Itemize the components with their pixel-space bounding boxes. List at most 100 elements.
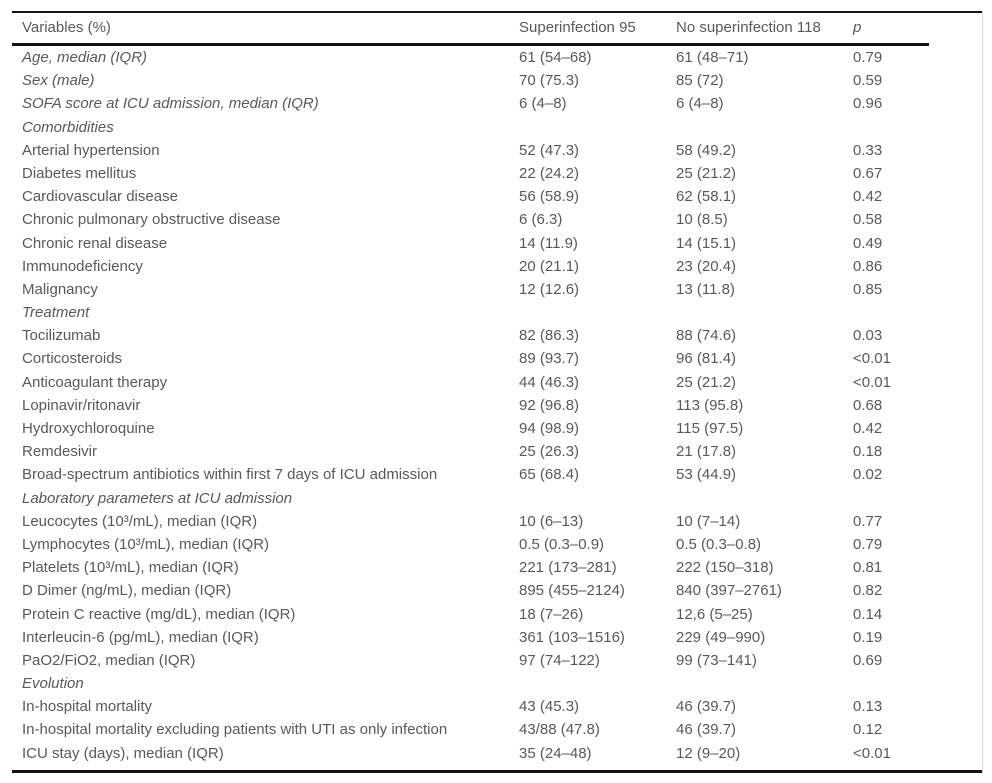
table-row: Interleucin-6 (pg/mL), median (IQR) 361 (… [12,626,982,649]
table-top-rule [12,11,982,13]
row-label: Treatment [22,304,90,322]
row-label: Leucocytes (10³/mL), median (IQR) [22,512,258,530]
table-row: SOFA score at ICU admission, median (IQR… [12,92,982,115]
no-superinfection-value: 23 (20.4) [676,257,737,275]
row-label: Tocilizumab [22,327,101,345]
table-row: Protein C reactive (mg/dL), median (IQR)… [12,603,982,626]
no-superinfection-value: 222 (150–318) [676,559,774,577]
row-label: Evolution [22,675,84,693]
table-row: Chronic renal disease 14 (11.9) 14 (15.1) 0… [12,232,982,255]
table-row: Tocilizumab 82 (86.3) 88 (74.6) 0.03 [12,324,982,347]
row-label: Laboratory parameters at ICU admission [22,489,293,507]
p-value: 0.79 [853,535,883,553]
row-label: Comorbidities [22,118,114,136]
no-superinfection-value: 25 (21.2) [676,164,737,182]
row-label: Immunodeficiency [22,257,143,275]
p-value: 0.69 [853,651,883,669]
no-superinfection-value [676,116,853,139]
table-row: Chronic pulmonary obstructive disease 6 (… [12,208,982,231]
p-value: 0.85 [853,280,883,298]
no-superinfection-value [676,487,853,510]
table-body: Age, median (IQR) 61 (54–68) 61 (48–71) 0.7… [12,46,982,765]
table-row: Remdesivir 25 (26.3) 21 (17.8) 0.18 [12,440,982,463]
no-superinfection-value: 10 (8.5) [676,211,728,229]
row-label: Broad-spectrum antibiotics within first … [22,466,438,484]
no-superinfection-value: 21 (17.8) [676,443,737,461]
row-label: SOFA score at ICU admission, median (IQR… [22,95,319,113]
no-superinfection-value: 88 (74.6) [676,327,737,345]
superinfection-value: 61 (54–68) [519,49,592,66]
no-superinfection-value: 12,6 (5–25) [676,605,753,623]
no-superinfection-value: 58 (49.2) [676,141,737,159]
p-value: 0.13 [853,698,883,716]
no-superinfection-value: 12 (9–20) [676,744,741,762]
p-value [853,672,982,695]
superinfection-value: 89 (93.7) [519,350,580,368]
p-value: 0.58 [853,211,883,229]
table-row: Leucocytes (10³/mL), median (IQR) 10 (6–1… [12,510,982,533]
row-label: Cardiovascular disease [22,188,178,206]
superinfection-value: 82 (86.3) [519,327,580,345]
column-header-p-value: p [853,19,862,36]
table-row: Corticosteroids 89 (93.7) 96 (81.4) <0.01 [12,347,982,370]
no-superinfection-value: 96 (81.4) [676,350,737,368]
p-value: 0.68 [853,396,883,414]
table-row: PaO2/FiO2, median (IQR) 97 (74–122) 99 (73… [12,649,982,672]
row-label: Malignancy [22,280,98,298]
no-superinfection-value [676,672,853,695]
superinfection-value: 44 (46.3) [519,373,580,391]
p-value: 0.18 [853,443,883,461]
p-value: 0.77 [853,512,883,530]
superinfection-value: 56 (58.9) [519,188,580,206]
no-superinfection-value: 0.5 (0.3–0.8) [676,535,762,553]
table-row: D Dimer (ng/mL), median (IQR) 895 (455–21… [12,579,982,602]
p-value: 0.12 [853,721,883,739]
figure-right-edge [982,11,983,773]
p-value: 0.19 [853,628,883,646]
column-header-no-superinfection: No superinfection 118 [676,19,821,36]
superinfection-value: 43/88 (47.8) [519,721,600,739]
p-value [853,487,982,510]
p-value: 0.82 [853,582,883,600]
table-row: Platelets (10³/mL), median (IQR) 221 (173… [12,556,982,579]
no-superinfection-value: 53 (44.9) [676,466,737,484]
no-superinfection-value: 46 (39.7) [676,721,737,739]
p-value: 0.67 [853,164,883,182]
table-row: Lymphocytes (10³/mL), median (IQR) 0.5 (0… [12,533,982,556]
row-label: Arterial hypertension [22,141,160,159]
superinfection-value: 20 (21.1) [519,257,580,275]
superinfection-value [519,487,676,510]
table-row: Arterial hypertension 52 (47.3) 58 (49.2) 0… [12,139,982,162]
superinfection-value: 25 (26.3) [519,443,580,461]
p-value: 0.96 [853,95,883,113]
table-row: Hydroxychloroquine 94 (98.9) 115 (97.5) 0.4… [12,417,982,440]
table-row: Lopinavir/ritonavir 92 (96.8) 113 (95.8) 0.… [12,394,982,417]
table-row: ICU stay (days), median (IQR) 35 (24–48) 1… [12,742,982,765]
superinfection-value: 52 (47.3) [519,141,580,159]
p-value: 0.03 [853,327,883,345]
no-superinfection-value: 61 (48–71) [676,49,749,66]
section-header-row: Treatment [12,301,982,324]
superinfection-value: 70 (75.3) [519,72,580,90]
p-value: 0.79 [853,49,883,66]
no-superinfection-value: 13 (11.8) [676,280,735,298]
row-label: Remdesivir [22,443,98,461]
row-label: In-hospital mortality excluding patients… [22,721,448,739]
table-header-rule [12,43,929,46]
table-row: Malignancy 12 (12.6) 13 (11.8) 0.85 [12,278,982,301]
table-row: Diabetes mellitus 22 (24.2) 25 (21.2) 0.67 [12,162,982,185]
p-value: 0.42 [853,420,883,437]
superinfection-value: 65 (68.4) [519,466,580,484]
table-row: Immunodeficiency 20 (21.1) 23 (20.4) 0.86 [12,255,982,278]
superinfection-value: 0.5 (0.3–0.9) [519,535,605,553]
superinfection-value: 12 (12.6) [519,280,580,298]
superinfection-value: 35 (24–48) [519,744,592,762]
no-superinfection-value: 113 (95.8) [676,396,744,414]
superinfection-value: 6 (6.3) [519,211,563,229]
p-value: 0.02 [853,466,883,484]
superinfection-value: 895 (455–2124) [519,582,625,600]
p-value: 0.33 [853,141,883,159]
table-header-row: Variables (%) Superinfection 95 No super… [12,13,982,43]
table-row: Broad-spectrum antibiotics within first … [12,463,982,486]
